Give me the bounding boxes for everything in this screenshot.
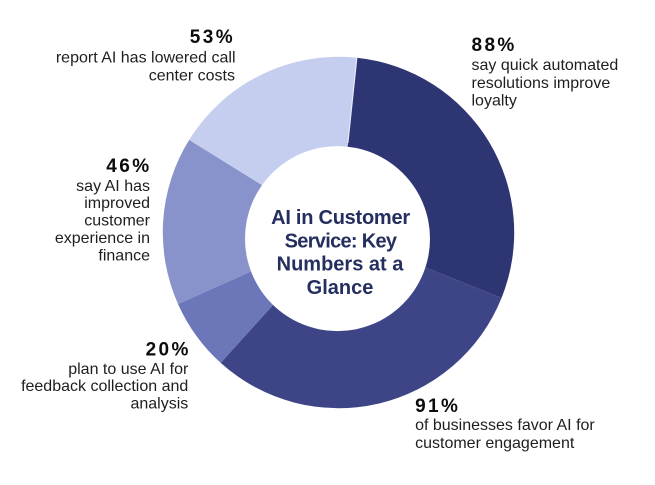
svg-text:plan to use AI for: plan to use AI for: [68, 361, 189, 378]
svg-text:say quick automated: say quick automated: [472, 57, 619, 74]
svg-text:improved: improved: [84, 195, 150, 212]
svg-text:91%: 91%: [415, 396, 460, 417]
svg-text:Service: Key: Service: Key: [285, 230, 398, 252]
svg-text:46%: 46%: [106, 156, 151, 177]
svg-text:center costs: center costs: [149, 67, 235, 84]
svg-text:AI in Customer: AI in Customer: [271, 207, 410, 229]
svg-text:loyalty: loyalty: [472, 92, 517, 109]
svg-text:finance: finance: [98, 247, 150, 264]
svg-text:say AI has: say AI has: [76, 178, 150, 195]
svg-text:20%: 20%: [146, 339, 191, 360]
svg-text:customer: customer: [84, 213, 150, 230]
svg-text:53%: 53%: [190, 27, 235, 48]
svg-text:resolutions improve: resolutions improve: [472, 75, 611, 92]
svg-text:Numbers at a: Numbers at a: [277, 254, 405, 276]
svg-text:Glance: Glance: [307, 277, 374, 299]
svg-text:report AI has lowered call: report AI has lowered call: [56, 50, 236, 67]
svg-text:88%: 88%: [472, 35, 517, 56]
svg-text:analysis: analysis: [130, 396, 188, 413]
svg-text:experience in: experience in: [55, 230, 150, 247]
svg-text:of businesses favor AI for: of businesses favor AI for: [415, 417, 595, 434]
svg-text:feedback collection and: feedback collection and: [21, 378, 188, 395]
svg-text:customer engagement: customer engagement: [415, 435, 575, 452]
